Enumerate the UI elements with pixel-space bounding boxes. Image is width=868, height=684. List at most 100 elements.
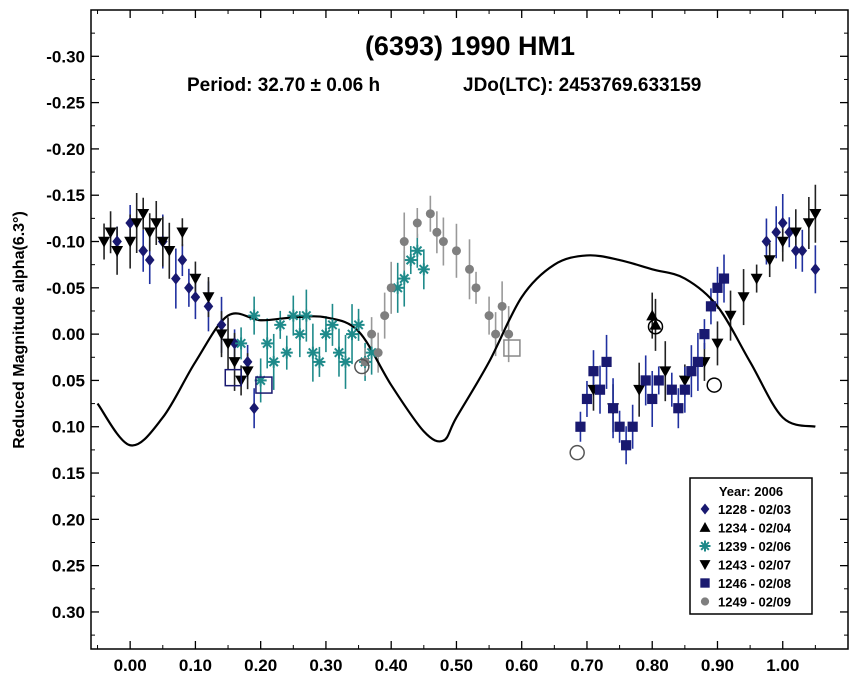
asterisk-stroke <box>307 347 318 358</box>
data-point <box>797 244 808 257</box>
series-1228 <box>112 217 821 415</box>
data-point <box>718 273 730 284</box>
asterisk-stroke <box>392 282 403 293</box>
legend-marker <box>699 540 711 552</box>
data-point <box>666 384 677 395</box>
data-point <box>497 301 507 311</box>
series-1246 <box>575 273 730 451</box>
data-point <box>789 227 802 239</box>
data-point <box>267 355 280 368</box>
data-point <box>484 311 494 321</box>
data-point <box>404 254 417 267</box>
asterisk-stroke <box>249 310 260 321</box>
data-point <box>293 328 306 341</box>
data-point <box>790 244 801 257</box>
legend-title: Year: 2006 <box>719 484 783 499</box>
data-point <box>594 384 606 395</box>
data-point <box>411 244 424 257</box>
open-circle-marker <box>647 318 664 335</box>
data-point <box>184 281 194 294</box>
legend-label: 1234 - 02/04 <box>718 521 792 536</box>
data-point <box>678 375 691 387</box>
legend: Year: 2006 1228 - 02/03 1234 - 02/04 1239 … <box>689 477 813 615</box>
y-tick-label: 0.25 <box>52 557 85 576</box>
open-circle-marker <box>569 444 585 461</box>
data-point <box>465 264 474 274</box>
data-points <box>98 208 822 451</box>
y-axis-label: Reduced Magnitude alpha(6.3°) <box>11 211 28 449</box>
data-point <box>287 309 300 322</box>
data-point <box>809 208 822 220</box>
data-point <box>621 440 632 451</box>
asterisk-stroke <box>405 255 416 265</box>
legend-marker <box>699 560 711 570</box>
data-point <box>398 272 411 285</box>
epoch-label: JDo(LTC): 2453769.633159 <box>463 75 701 96</box>
data-point <box>673 403 684 414</box>
data-point <box>399 237 409 247</box>
data-point <box>235 337 248 350</box>
data-point <box>425 209 435 219</box>
data-point <box>771 226 782 239</box>
data-point <box>248 309 261 322</box>
legend-label: 1228 - 02/03 <box>718 502 791 517</box>
data-point <box>177 254 188 267</box>
data-point <box>810 263 821 276</box>
open-square-marker <box>224 368 243 387</box>
data-point <box>261 337 274 350</box>
highlight-markers <box>224 318 722 461</box>
data-point <box>412 218 422 228</box>
data-point <box>137 208 150 220</box>
data-point <box>326 318 339 331</box>
y-tick-label: -0.10 <box>46 233 85 252</box>
x-tick-label: 1.00 <box>766 656 799 675</box>
data-point <box>438 237 448 247</box>
x-tick-label: 0.40 <box>375 656 408 675</box>
legend-marker <box>700 578 710 588</box>
data-point <box>692 356 704 368</box>
data-point <box>417 263 430 276</box>
asterisk-stroke <box>288 310 299 321</box>
data-point <box>189 273 202 285</box>
data-point <box>202 292 215 304</box>
open-square-marker <box>503 339 521 357</box>
data-point <box>386 283 396 293</box>
x-tick-label: 0.90 <box>701 656 734 675</box>
data-point <box>125 217 135 229</box>
x-tick-label: 0.70 <box>570 656 603 675</box>
y-tick-label: -0.15 <box>46 186 85 205</box>
open-square-marker <box>255 376 273 394</box>
data-point <box>339 355 352 368</box>
y-tick-label: -0.30 <box>46 47 85 66</box>
data-point <box>614 421 625 432</box>
data-point <box>588 366 599 377</box>
data-point <box>724 310 737 322</box>
data-point <box>124 236 137 248</box>
data-point <box>332 346 345 359</box>
legend-label: 1239 - 02/06 <box>718 539 791 554</box>
asterisk-stroke <box>236 338 247 349</box>
data-point <box>575 421 586 432</box>
error-bars <box>103 184 817 465</box>
data-point <box>241 366 254 378</box>
data-point <box>491 329 501 339</box>
data-point <box>653 375 664 386</box>
data-point <box>750 273 763 285</box>
data-point <box>249 402 259 415</box>
asterisk-stroke <box>399 273 410 284</box>
y-tick-label: 0.15 <box>52 464 85 483</box>
data-point <box>647 393 658 405</box>
data-point <box>150 218 163 229</box>
data-point <box>640 375 651 386</box>
asterisk-stroke <box>301 310 312 321</box>
data-point <box>504 329 514 339</box>
data-point <box>451 246 461 256</box>
data-point <box>659 366 672 378</box>
data-point <box>104 227 117 239</box>
series-1249 <box>360 209 514 367</box>
y-tick-label: 0.10 <box>52 418 85 437</box>
series-1239 <box>235 244 430 387</box>
y-tick-label: -0.25 <box>46 94 85 113</box>
data-point <box>712 282 723 293</box>
legend-marker <box>700 503 710 515</box>
